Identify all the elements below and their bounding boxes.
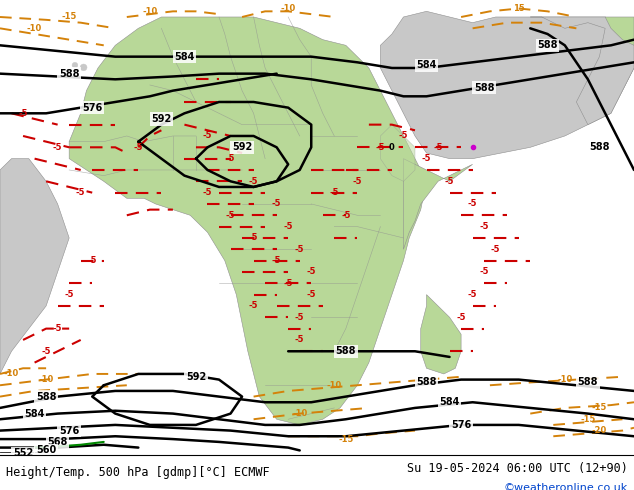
Text: -5: -5	[433, 143, 443, 152]
Text: -5: -5	[376, 143, 385, 152]
Polygon shape	[380, 11, 634, 159]
Text: 588: 588	[59, 69, 79, 79]
Text: -5: -5	[445, 177, 455, 186]
Text: ©weatheronline.co.uk: ©weatheronline.co.uk	[503, 483, 628, 490]
Polygon shape	[0, 159, 69, 374]
Text: -5: -5	[399, 131, 408, 141]
Text: -10: -10	[27, 24, 42, 33]
Text: -5: -5	[306, 268, 316, 276]
Text: -5: -5	[283, 279, 293, 288]
Polygon shape	[69, 17, 427, 425]
Text: -5: -5	[53, 143, 62, 152]
Text: -5: -5	[479, 222, 489, 231]
Text: -15: -15	[338, 435, 354, 443]
Text: -5: -5	[65, 290, 74, 299]
Text: -5: -5	[203, 131, 212, 141]
Text: 560: 560	[36, 445, 56, 455]
Text: -15: -15	[580, 415, 595, 424]
Text: 584: 584	[24, 409, 45, 418]
Text: -5: -5	[468, 290, 477, 299]
Text: -5: -5	[295, 245, 304, 254]
Text: 592: 592	[152, 114, 172, 124]
Polygon shape	[530, 17, 634, 124]
Text: -5: -5	[226, 211, 235, 220]
Text: Su 19-05-2024 06:00 UTC (12+90): Su 19-05-2024 06:00 UTC (12+90)	[407, 463, 628, 475]
Text: -5: -5	[422, 154, 431, 163]
Text: 584: 584	[417, 60, 437, 70]
Text: -5: -5	[295, 336, 304, 344]
Text: 15: 15	[513, 4, 524, 13]
Text: -15: -15	[61, 13, 77, 22]
Polygon shape	[605, 17, 634, 46]
Text: -5: -5	[134, 143, 143, 152]
Text: 588: 588	[335, 346, 356, 356]
Text: -5: -5	[491, 245, 500, 254]
Text: -5: -5	[479, 268, 489, 276]
Text: 576: 576	[59, 426, 79, 436]
Polygon shape	[421, 294, 461, 374]
Text: -10: -10	[281, 4, 296, 13]
Text: -5: -5	[283, 222, 293, 231]
Polygon shape	[380, 124, 415, 181]
Text: 588: 588	[578, 377, 598, 388]
Text: -10: -10	[39, 375, 54, 384]
Text: 584: 584	[439, 397, 460, 407]
Text: -10: -10	[557, 375, 573, 384]
Text: -5: -5	[87, 256, 97, 265]
Text: -5: -5	[41, 347, 51, 356]
Text: -5: -5	[341, 211, 351, 220]
Text: 588: 588	[417, 377, 437, 388]
Text: -5: -5	[272, 256, 281, 265]
Text: -5: -5	[353, 177, 362, 186]
Text: -5: -5	[456, 313, 466, 322]
Text: 588: 588	[474, 83, 495, 93]
Text: -5: -5	[249, 301, 258, 311]
Text: 588: 588	[537, 40, 558, 50]
Text: -5: -5	[306, 290, 316, 299]
Text: 588: 588	[36, 392, 56, 402]
Text: -5: -5	[330, 188, 339, 197]
Text: -10: -10	[142, 7, 157, 16]
Polygon shape	[403, 159, 472, 249]
Circle shape	[80, 64, 87, 71]
Text: 576: 576	[451, 420, 471, 430]
Text: -15: -15	[592, 403, 607, 413]
Text: -5: -5	[53, 324, 62, 333]
Text: -5: -5	[76, 188, 86, 197]
Text: -5: -5	[249, 177, 258, 186]
Text: -10: -10	[292, 409, 307, 418]
Text: 592: 592	[186, 372, 206, 382]
Text: 592: 592	[232, 142, 252, 152]
Text: Height/Temp. 500 hPa [gdmp][°C] ECMWF: Height/Temp. 500 hPa [gdmp][°C] ECMWF	[6, 466, 270, 479]
Text: 552: 552	[13, 448, 33, 458]
Text: -5: -5	[295, 313, 304, 322]
Text: 568: 568	[48, 437, 68, 447]
Text: -5: -5	[272, 199, 281, 208]
Text: -10: -10	[327, 381, 342, 390]
Text: -20: -20	[592, 426, 607, 435]
Text: -5: -5	[203, 188, 212, 197]
Text: 584: 584	[174, 51, 195, 62]
Text: -10: -10	[4, 369, 19, 378]
Text: -5: -5	[18, 109, 28, 118]
Text: -5: -5	[226, 154, 235, 163]
Text: 0: 0	[389, 143, 395, 152]
Text: 588: 588	[589, 142, 610, 152]
Text: 576: 576	[82, 102, 102, 113]
Text: -5: -5	[468, 199, 477, 208]
Text: -5: -5	[249, 233, 258, 243]
Circle shape	[72, 62, 78, 68]
